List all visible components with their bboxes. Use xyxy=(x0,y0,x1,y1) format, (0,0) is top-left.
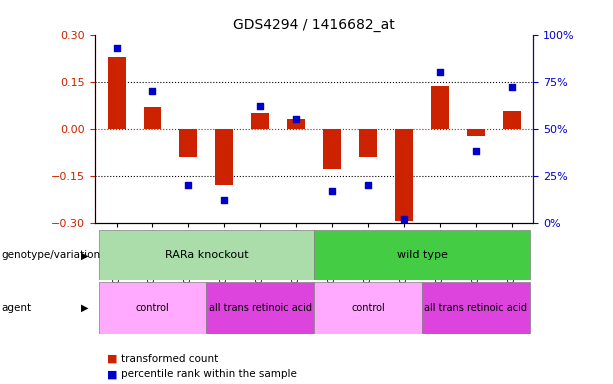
Bar xyxy=(108,56,126,129)
Point xyxy=(327,188,337,194)
Text: control: control xyxy=(135,303,169,313)
Bar xyxy=(431,86,449,129)
Title: GDS4294 / 1416682_at: GDS4294 / 1416682_at xyxy=(234,18,395,32)
Text: control: control xyxy=(351,303,385,313)
Point xyxy=(183,182,193,188)
Text: ■: ■ xyxy=(107,354,118,364)
Text: ▶: ▶ xyxy=(82,250,89,260)
Bar xyxy=(180,129,197,157)
Bar xyxy=(143,107,161,129)
Text: wild type: wild type xyxy=(397,250,447,260)
Point xyxy=(507,84,517,90)
Bar xyxy=(99,230,314,280)
Point xyxy=(291,116,301,122)
Bar xyxy=(395,129,413,221)
Point xyxy=(112,45,121,51)
Text: agent: agent xyxy=(1,303,31,313)
Text: percentile rank within the sample: percentile rank within the sample xyxy=(121,369,297,379)
Text: ■: ■ xyxy=(107,369,118,379)
Point xyxy=(435,69,445,75)
Bar xyxy=(314,282,422,334)
Bar xyxy=(287,119,305,129)
Bar xyxy=(314,230,530,280)
Bar xyxy=(503,111,520,129)
Text: genotype/variation: genotype/variation xyxy=(1,250,101,260)
Bar xyxy=(99,282,207,334)
Text: ▶: ▶ xyxy=(82,303,89,313)
Bar xyxy=(467,129,485,136)
Bar xyxy=(359,129,377,157)
Point xyxy=(256,103,265,109)
Point xyxy=(148,88,158,94)
Text: RARa knockout: RARa knockout xyxy=(164,250,248,260)
Bar xyxy=(215,129,234,185)
Bar xyxy=(207,282,314,334)
Text: all trans retinoic acid: all trans retinoic acid xyxy=(209,303,312,313)
Text: all trans retinoic acid: all trans retinoic acid xyxy=(424,303,527,313)
Bar xyxy=(323,129,341,169)
Bar xyxy=(251,113,269,129)
Point xyxy=(471,148,481,154)
Text: transformed count: transformed count xyxy=(121,354,218,364)
Point xyxy=(219,197,229,203)
Bar xyxy=(422,282,530,334)
Point xyxy=(363,182,373,188)
Point xyxy=(399,216,409,222)
